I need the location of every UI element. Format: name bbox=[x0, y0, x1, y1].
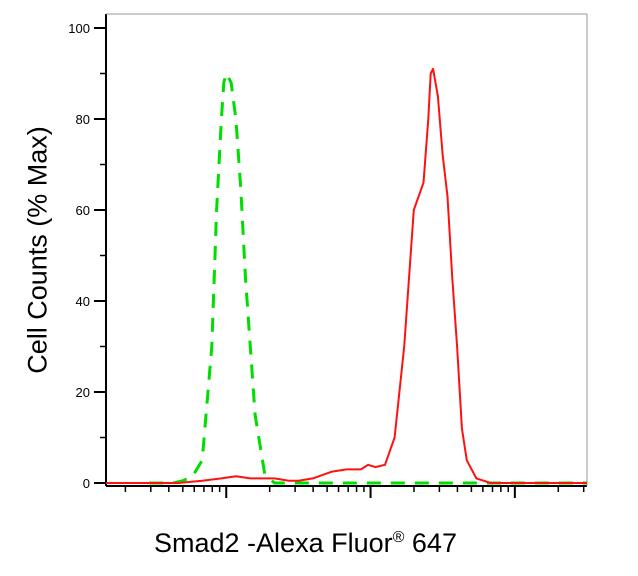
x-axis-label-main: Smad2 -Alexa Fluor bbox=[154, 528, 393, 558]
x-axis-label-tail: 647 bbox=[404, 528, 457, 558]
y-tick-label: 80 bbox=[76, 112, 90, 127]
y-tick-label: 40 bbox=[76, 294, 90, 309]
y-tick-label: 100 bbox=[68, 21, 90, 36]
y-tick-label: 20 bbox=[76, 385, 90, 400]
y-tick-label: 0 bbox=[83, 476, 90, 491]
series-line-1 bbox=[149, 72, 587, 485]
plot-frame bbox=[105, 13, 588, 487]
x-axis-ticks bbox=[124, 486, 585, 498]
x-axis-label: Smad2 -Alexa Fluor® 647 bbox=[154, 528, 457, 559]
y-tick-label: 60 bbox=[76, 203, 90, 218]
x-axis-label-registered: ® bbox=[392, 529, 405, 546]
y-axis-ticks: 0 20 40 60 80 100 bbox=[68, 21, 106, 491]
series-line-2 bbox=[106, 67, 587, 484]
series-layer bbox=[106, 67, 587, 485]
